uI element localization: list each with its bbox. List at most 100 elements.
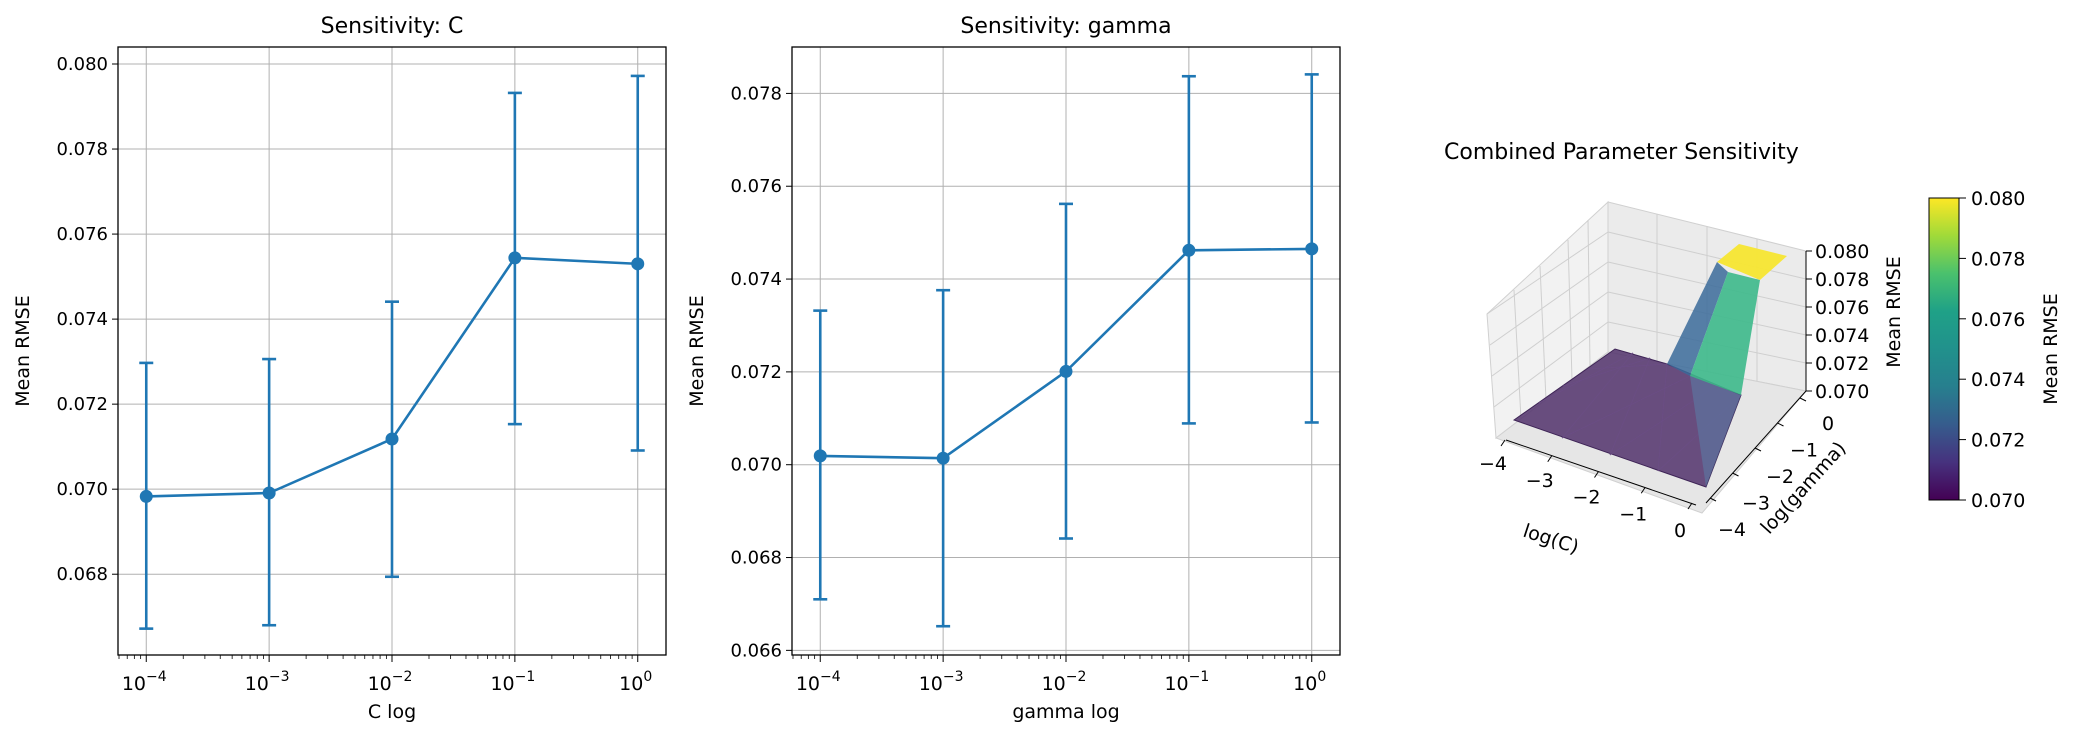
z-axis-label: Mean RMSE [1883, 256, 1905, 367]
colorbar-tick-label: 0.072 [1971, 430, 2025, 452]
chart-title: Sensitivity: C [321, 14, 464, 39]
x-tick-exp: −2 [392, 669, 413, 685]
x-tick-exp: −1 [1189, 669, 1210, 685]
x-axis-label: log(C) [1520, 520, 1581, 559]
x-tick-base: 10 [368, 673, 392, 695]
colorbar-tick-label: 0.070 [1971, 490, 2025, 512]
x-axis: 10−4 10−3 10−2 10−1 100 [118, 655, 652, 695]
y-tick-label: −2 [1766, 466, 1794, 488]
data-point [813, 449, 827, 463]
y-tick [1709, 497, 1717, 502]
x-axis: −4 −3 −2 −1 0 [1479, 439, 1697, 542]
x-tick-exp: −1 [515, 669, 536, 685]
x-tick-label: 10−1 [490, 669, 535, 695]
z-axis: 0.070 0.072 0.074 0.076 0.078 0.080 [1805, 241, 1869, 403]
chart-combined-surface: Combined Parameter Sensitivity [1444, 140, 2062, 559]
x-tick-label: 10−1 [1164, 669, 1209, 695]
x-tick-exp: −3 [269, 669, 290, 685]
x-tick-label: −4 [1479, 453, 1507, 475]
z-tick-label: 0.080 [1815, 241, 1869, 263]
y-tick-label: −3 [1742, 493, 1770, 515]
x-tick-base: 10 [619, 673, 643, 695]
y-tick-label: 0.080 [56, 54, 108, 75]
y-tick-label: 0.076 [56, 224, 108, 245]
chart-title: Sensitivity: gamma [960, 14, 1171, 39]
x-axis-label: gamma log [1012, 701, 1119, 723]
x-tick-base: 10 [919, 673, 943, 695]
colorbar-tick-label: 0.076 [1971, 309, 2025, 331]
colorbar-tick-label: 0.080 [1971, 188, 2025, 210]
x-tick-label: −1 [1619, 503, 1647, 525]
surface [1512, 244, 1787, 488]
x-tick-label: 100 [1293, 669, 1326, 695]
x-tick-exp: −2 [1066, 669, 1087, 685]
chart-title: Combined Parameter Sensitivity [1444, 140, 1799, 165]
x-tick [1687, 502, 1693, 510]
x-tick-base: 10 [1164, 673, 1188, 695]
surface-ramp-shade [1690, 376, 1741, 487]
colorbar-gradient [1928, 197, 1960, 501]
x-tick-exp: 0 [1317, 669, 1326, 685]
chart-gamma-sensitivity: Sensitivity: gamma 0.066 0.068 0.070 0.072 0… [686, 14, 1341, 723]
y-tick [1799, 397, 1807, 402]
y-tick-label: 0.070 [730, 455, 782, 476]
y-axis-label: Mean RMSE [686, 295, 708, 406]
x-tick-exp: −3 [943, 669, 964, 685]
y-tick-label: 0.068 [730, 548, 782, 569]
z-tick-label: 0.076 [1815, 297, 1869, 319]
x-tick-base: 10 [1042, 673, 1066, 695]
x-tick-label: −3 [1526, 470, 1554, 492]
x-axis-line [1505, 439, 1697, 506]
surface-top [1717, 244, 1787, 280]
y-tick-label: 0.066 [730, 640, 782, 661]
surface-ramp-right [1690, 272, 1760, 395]
colorbar-label: Mean RMSE [2040, 293, 2062, 404]
x-tick-exp: −4 [820, 669, 841, 685]
y-axis: −4 −3 −2 −10 [1705, 390, 1834, 541]
y-tick-label: 0.072 [730, 362, 782, 383]
y-tick-label: 0.072 [56, 394, 108, 415]
x-tick-label: 10−4 [796, 669, 841, 695]
x-tick-label: 10−3 [245, 669, 290, 695]
z-tick-label: 0.070 [1815, 381, 1869, 403]
x-tick-label: 10−3 [919, 669, 964, 695]
x-tick-exp: 0 [643, 669, 652, 685]
series [139, 74, 645, 630]
x-tick-label: 10−4 [122, 669, 167, 695]
z-tick-label: 0.072 [1815, 353, 1869, 375]
y-axis: 0.068 0.070 0.072 0.074 0.076 0.078 0.080 [56, 54, 118, 585]
data-point [139, 489, 153, 503]
x-tick-label: 10−2 [1042, 669, 1087, 695]
data-point [1059, 364, 1073, 378]
x-axis: 10−4 10−3 10−2 10−1 100 [792, 655, 1326, 695]
x-tick-base: 10 [1293, 673, 1317, 695]
colorbar-tick-label: 0.074 [1971, 369, 2025, 391]
x-tick-base: 10 [122, 673, 146, 695]
z-tick-label: 0.074 [1815, 325, 1869, 347]
y-tick-label: 0.078 [730, 83, 782, 104]
data-point [631, 257, 645, 271]
y-tick [1777, 422, 1784, 427]
x-tick-label: 10−2 [368, 669, 413, 695]
chart-c-sensitivity: Sensitivity: C 0.068 0.070 0.072 0.074 0.076… [12, 14, 667, 723]
data-point [936, 451, 950, 465]
x-tick-label: −2 [1572, 487, 1600, 509]
colorbar-ticks: 0.070 0.072 0.074 0.076 0.078 0.080 [1959, 188, 2025, 512]
x-tick-base: 10 [796, 673, 820, 695]
colorbar: 0.070 0.072 0.074 0.076 0.078 0.080 Mean RMSE [1928, 188, 2062, 512]
y-tick-label: 0.068 [56, 564, 108, 585]
x-tick-base: 10 [245, 673, 269, 695]
x-tick-exp: −4 [146, 669, 167, 685]
y-axis-line [1705, 390, 1807, 504]
y-tick-label: 0.078 [56, 139, 108, 160]
y-tick-label: 0 [1822, 413, 1834, 435]
y-tick-label: 0.076 [730, 176, 782, 197]
z-tick-label: 0.078 [1815, 269, 1869, 291]
x-tick [1594, 471, 1599, 478]
data-point [1305, 242, 1319, 256]
x-tick-label: 100 [619, 669, 652, 695]
x-tick [1640, 486, 1646, 494]
data-point [385, 432, 399, 446]
y-axis: 0.066 0.068 0.070 0.072 0.074 0.076 0.078 [730, 83, 792, 661]
